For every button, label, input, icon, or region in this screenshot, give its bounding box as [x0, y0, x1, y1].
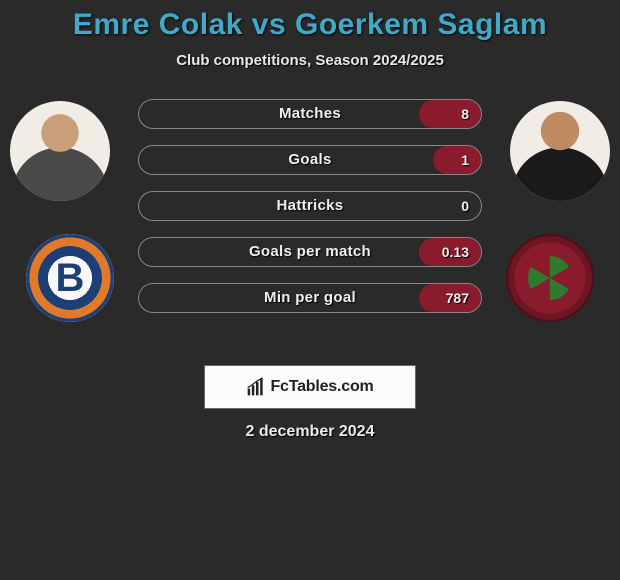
stats-area: B Matches8 Goals1 Hattricks0 Goals per matc…	[0, 99, 620, 359]
stat-row: Goals per match0.13	[138, 237, 482, 267]
player2-avatar	[510, 101, 610, 201]
subtitle: Club competitions, Season 2024/2025	[0, 52, 620, 69]
player2-club-crest	[506, 234, 594, 322]
stat-row: Matches8	[138, 99, 482, 129]
stat-value-right: 1	[449, 146, 481, 174]
stat-label: Goals	[139, 146, 481, 174]
brand-chart-icon	[246, 377, 266, 397]
club-crest-icon	[506, 234, 594, 322]
player1-avatar	[10, 101, 110, 201]
title-player2: Goerkem Saglam	[295, 8, 547, 41]
stat-value-right: 0.13	[430, 238, 481, 266]
stat-value-right: 8	[449, 100, 481, 128]
player1-club-crest: B	[26, 234, 114, 322]
brand-box[interactable]: FcTables.com	[204, 365, 416, 409]
stat-label: Hattricks	[139, 192, 481, 220]
avatar-placeholder-icon	[10, 101, 110, 201]
title-player1: Emre Colak	[73, 8, 243, 41]
date-text: 2 december 2024	[0, 423, 620, 441]
club-crest-icon: B	[26, 234, 114, 322]
stat-label: Matches	[139, 100, 481, 128]
title-vs: vs	[252, 8, 286, 41]
stat-value-right: 787	[434, 284, 481, 312]
stat-row: Min per goal787	[138, 283, 482, 313]
page-title: Emre Colak vs Goerkem Saglam	[0, 0, 620, 42]
avatar-placeholder-icon	[510, 101, 610, 201]
stat-label: Min per goal	[139, 284, 481, 312]
brand-text: FcTables.com	[270, 378, 373, 396]
stat-bars: Matches8 Goals1 Hattricks0 Goals per match0…	[138, 99, 482, 329]
stat-row: Hattricks0	[138, 191, 482, 221]
stat-value-right: 0	[449, 192, 481, 220]
stat-row: Goals1	[138, 145, 482, 175]
